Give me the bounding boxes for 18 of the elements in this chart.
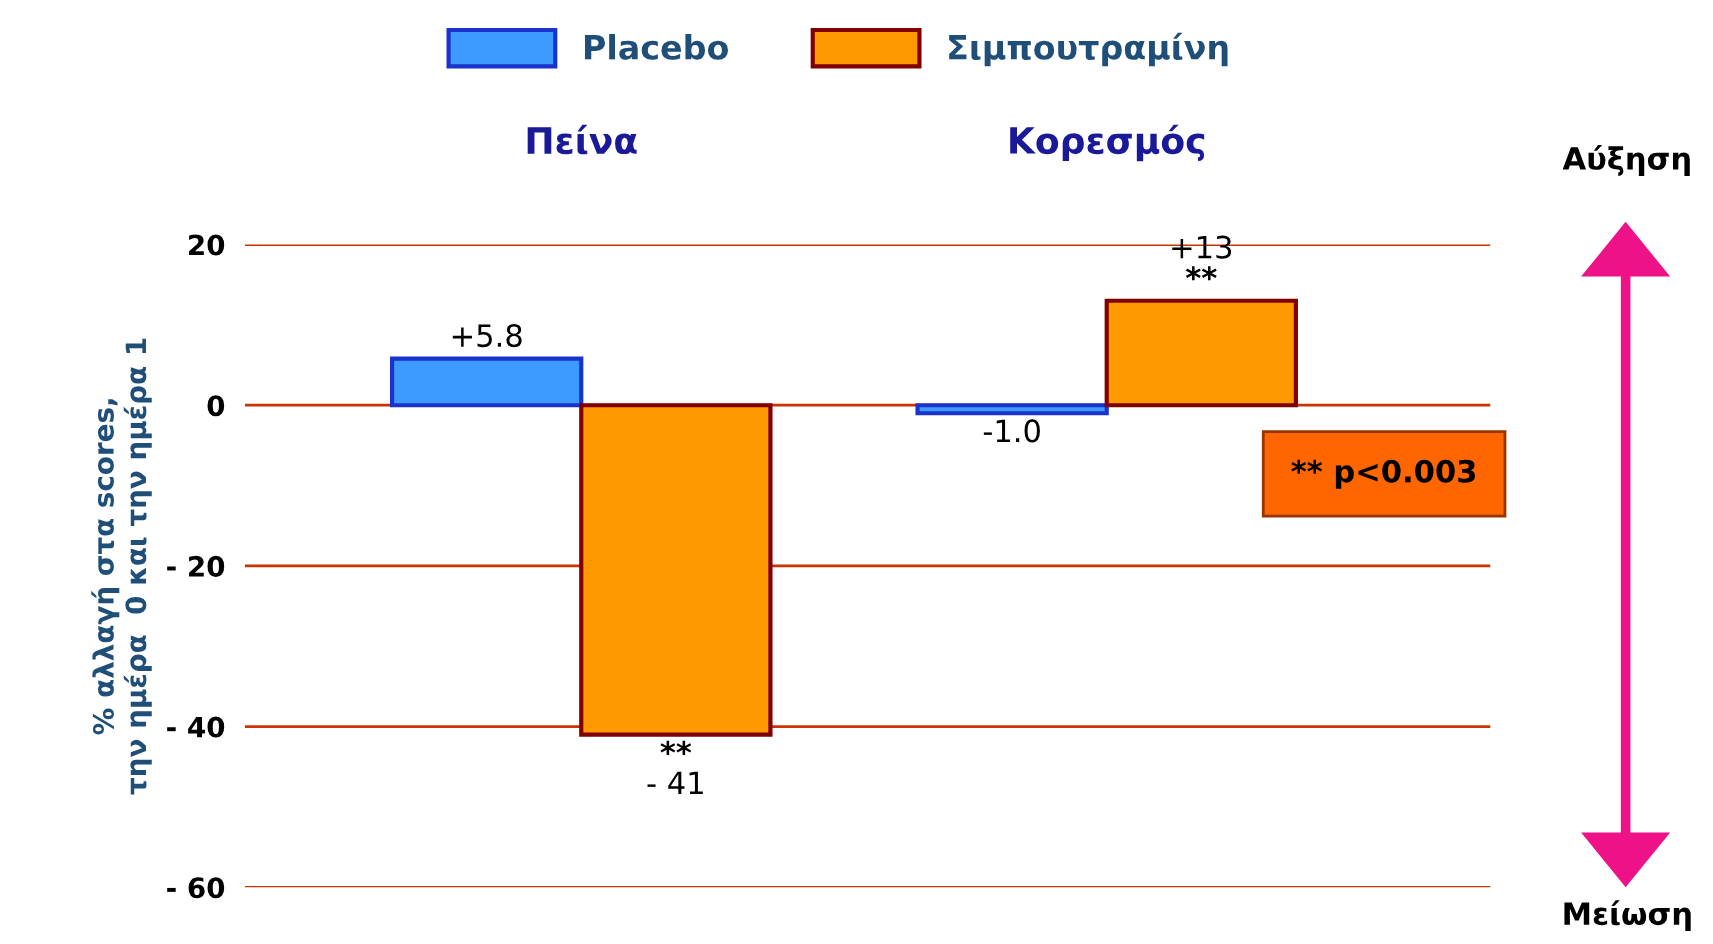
legend-label: Σιμπουτραμίνη <box>949 32 1228 67</box>
y-tick-label: 0 <box>207 395 225 417</box>
text: Αύξηση <box>1562 145 1690 176</box>
x-tick-label: Πείνα <box>527 124 637 155</box>
x-tick-label: Κορεσμός <box>1010 124 1205 162</box>
annotation: ** p<0.003 <box>1291 459 1476 489</box>
text: Μείωση <box>1564 900 1691 932</box>
y-tick-label: 20 <box>189 234 225 256</box>
y-tick-label: - 40 <box>167 716 225 738</box>
y-tick-label: - 60 <box>167 877 225 899</box>
data-label: +5.8 <box>452 324 522 348</box>
annotation: ** <box>1185 266 1217 281</box>
y-tick-label: - 20 <box>167 555 225 577</box>
annotation: ** <box>660 740 692 755</box>
legend-label: Placebo <box>585 34 728 60</box>
data-label: - 41 <box>647 771 703 795</box>
data-label: -1.0 <box>983 419 1040 443</box>
y-axis-title: % αλλαγή στα scores, την ημέρα 0 και την ημέρα 1 <box>91 338 152 795</box>
